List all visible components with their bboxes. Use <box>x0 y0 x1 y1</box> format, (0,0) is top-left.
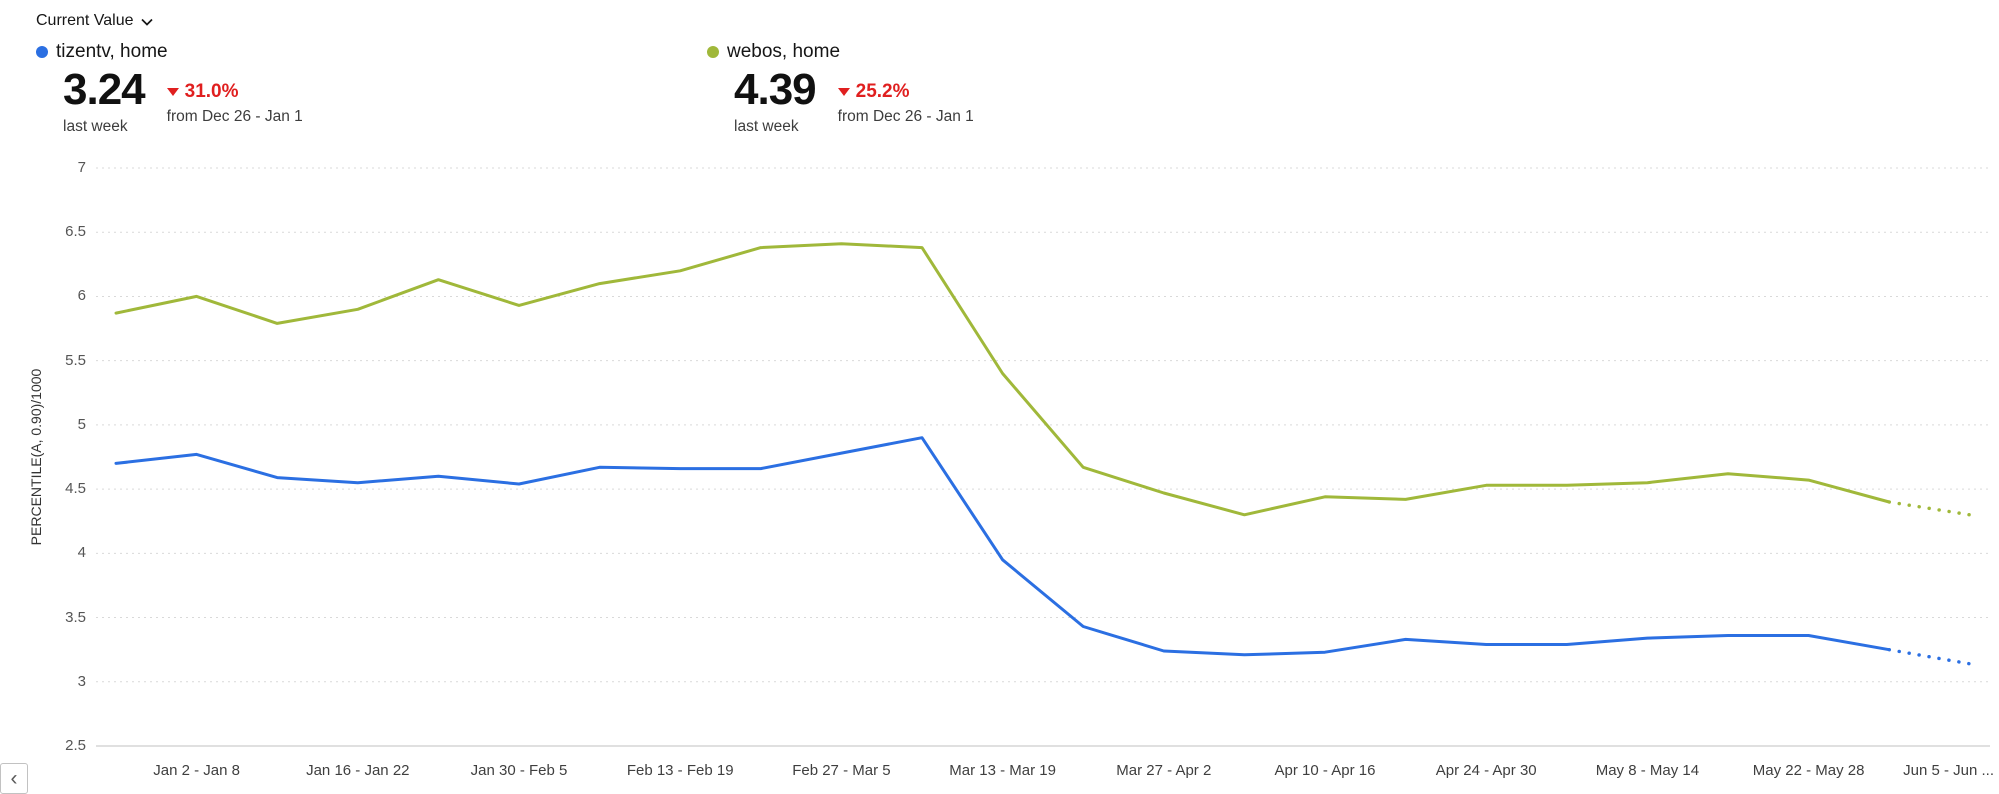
y-tick-label: 3.5 <box>65 608 86 626</box>
series-name: webos, home <box>727 41 841 62</box>
kpi-change: 31.0% <box>166 81 303 103</box>
x-tick-label: Jun 5 - Jun ... <box>1903 762 1994 779</box>
kpi-change-percent: 31.0% <box>184 81 239 102</box>
kpi-comparison-label: from Dec 26 - Jan 1 <box>837 108 974 125</box>
x-tick-label: Jan 16 - Jan 22 <box>306 762 410 779</box>
x-tick-label: Apr 24 - Apr 30 <box>1435 762 1537 779</box>
kpi-card-tizentv: tizentv, home 3.24 last week 31.0% from … <box>36 40 303 136</box>
y-tick-label: 6.5 <box>65 223 86 241</box>
y-tick-label: 5 <box>77 415 86 433</box>
series-line-projected-webos <box>1887 500 1972 517</box>
current-value-dropdown[interactable]: Current Value <box>36 12 153 30</box>
x-tick-label: Jan 30 - Feb 5 <box>470 762 568 779</box>
y-tick-label: 6 <box>77 287 86 305</box>
current-value-label: Current Value <box>36 12 134 29</box>
chevron-down-icon <box>140 18 153 26</box>
scroll-left-button[interactable]: ‹ <box>0 763 28 794</box>
x-tick-label: Jan 2 - Jan 8 <box>153 762 240 779</box>
kpi-value: 3.24 <box>63 65 146 114</box>
chevron-left-icon: ‹ <box>10 766 18 790</box>
line-chart <box>96 167 1990 747</box>
y-tick-label: 7 <box>77 159 86 176</box>
x-tick-label: Feb 13 - Feb 19 <box>626 762 734 779</box>
y-tick-label: 4 <box>77 544 86 562</box>
kpi-value: 4.39 <box>734 65 817 114</box>
series-line-webos <box>114 242 1891 517</box>
x-tick-label: Feb 27 - Mar 5 <box>792 762 891 779</box>
triangle-down-icon <box>837 88 850 96</box>
kpi-change: 25.2% <box>837 81 974 103</box>
y-tick-label: 4.5 <box>65 480 86 498</box>
x-tick-label: May 8 - May 14 <box>1595 762 1700 779</box>
x-tick-label: Apr 10 - Apr 16 <box>1274 762 1376 779</box>
series-line-projected-tizentv <box>1887 648 1972 666</box>
chart-plot-area[interactable] <box>96 167 1990 750</box>
y-axis-title: PERCENTILE(A, 0.90)/1000 <box>28 368 44 546</box>
y-tick-label: 3 <box>77 672 86 690</box>
kpi-period-label: last week <box>734 118 799 135</box>
kpi-card-webos: webos, home 4.39 last week 25.2% from De… <box>707 40 974 136</box>
x-tick-label: Mar 13 - Mar 19 <box>949 762 1056 779</box>
legend-item-webos[interactable]: webos, home <box>707 40 974 64</box>
series-name: tizentv, home <box>56 41 168 62</box>
kpi-change-percent: 25.2% <box>855 81 910 102</box>
y-tick-label: 2.5 <box>65 737 86 754</box>
x-tick-label: Mar 27 - Apr 2 <box>1116 762 1212 779</box>
series-line-tizentv <box>114 436 1891 657</box>
kpi-period-label: last week <box>63 118 128 135</box>
series-color-dot <box>707 46 719 58</box>
x-tick-label: May 22 - May 28 <box>1752 762 1865 779</box>
triangle-down-icon <box>166 88 179 96</box>
legend-item-tizentv[interactable]: tizentv, home <box>36 40 303 64</box>
kpi-comparison-label: from Dec 26 - Jan 1 <box>166 108 303 125</box>
series-color-dot <box>36 46 48 58</box>
y-tick-label: 5.5 <box>65 351 86 369</box>
